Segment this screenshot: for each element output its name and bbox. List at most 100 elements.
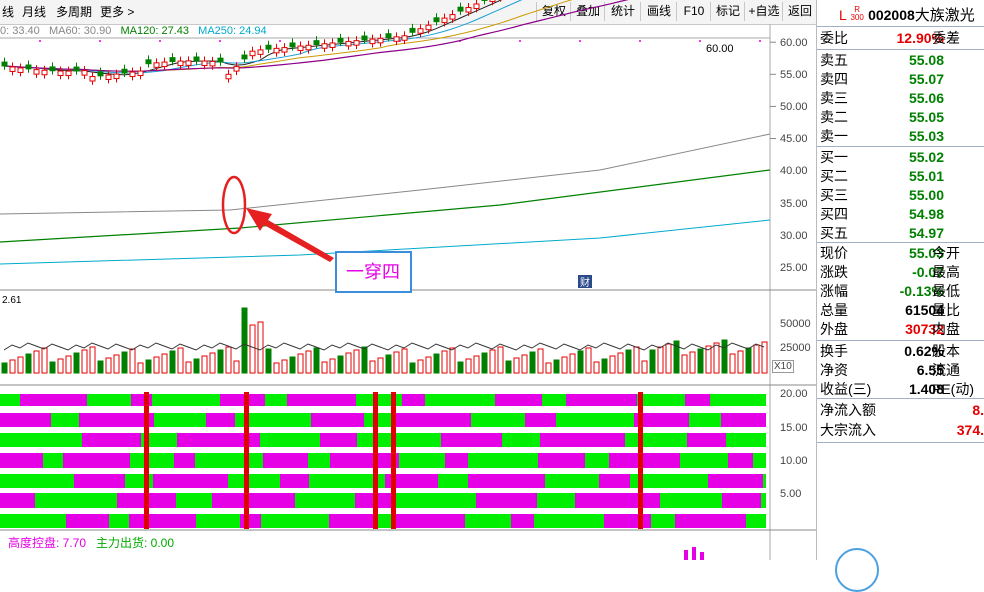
volume-bar [10,360,15,373]
indicator-segment [556,413,634,427]
indicator-segment [240,514,261,528]
indicator-segment [441,433,502,447]
bid-row[interactable]: 买二 55.01 [820,167,984,186]
quote-row-label2: 量比 [932,301,960,320]
candle [34,70,39,74]
volume-bar [58,359,63,373]
candle [442,18,447,22]
kline-chart[interactable]: 一穿四 财 60.00 2.61 [0,0,816,560]
indicator-segment [525,413,556,427]
float-ball-icon[interactable] [835,548,879,592]
stats-row-label2: 股本 [932,342,960,361]
bid-row-value: 55.00 [909,186,944,205]
candle [106,75,111,79]
candle [418,29,423,33]
stats-row-label: 收益(三) [820,380,871,399]
candle [98,72,103,76]
volume-bar [554,360,559,373]
volume-bar [354,350,359,373]
volume-bar [98,361,103,373]
bid-row-value: 54.97 [909,224,944,243]
volume-bar [586,348,591,373]
volume-axis-label: 50000 [780,318,811,330]
ask-row-label: 卖五 [820,51,848,70]
indicator-segment [260,433,320,447]
candle [210,61,215,65]
volume-bar [538,349,543,373]
flow-row-label: 净流入额 [820,401,876,420]
bid-row-value: 55.01 [909,167,944,186]
volume-unit-label: X10 [772,360,794,373]
indicator-segment [176,493,212,508]
indicator-axis-label: 5.00 [780,488,801,500]
indicator-segment [534,514,604,528]
stock-code: 002008 [868,7,915,23]
indicator-segment [311,413,364,427]
indicator-segment [585,453,609,468]
indicator-segment [308,453,330,468]
indicator-segment [0,394,20,406]
volume-bar [330,359,335,373]
indicator-segment [445,453,468,468]
candle [434,18,439,22]
stats-row-label2: PE(动) [932,380,974,399]
bid-row-label: 买五 [820,224,848,243]
indicator-segment [35,493,117,508]
candle [474,4,479,8]
indicator-segment [206,413,235,427]
order-diff-label: 委差 [932,29,960,48]
volume-bar [2,363,7,373]
candle [42,70,47,74]
candle [466,8,471,12]
quote-row[interactable]: 涨幅-0.13%最低 [820,282,984,301]
candle [18,68,23,72]
volume-bar [642,361,647,373]
price-axis-label: 25.00 [780,262,808,274]
volume-bar [746,348,751,373]
candle [194,57,199,61]
price-axis-label: 35.00 [780,198,808,210]
candle [170,58,175,62]
indicator-segment [609,453,680,468]
candle [426,25,431,29]
volume-bar [466,359,471,373]
price-axis-label: 55.00 [780,69,808,81]
volume-bar [450,348,455,373]
volume-bar [130,349,135,373]
stock-name: 大族激光 [915,7,975,24]
volume-bar [370,361,375,373]
stock-header: L R 300 002008大族激光 [839,6,975,24]
volume-bar [682,355,687,373]
indicator-segment [625,433,687,447]
signal-bar [638,392,643,529]
bid-row-label: 买四 [820,205,848,224]
volume-bar [186,362,191,373]
bid-row-label: 买二 [820,167,848,186]
bid-row[interactable]: 买五 54.97 [820,224,984,243]
volume-label: 2.61 [2,295,22,306]
indicator-segment [680,453,728,468]
indicator-segment [357,433,441,447]
volume-bar [250,325,255,373]
volume-bar [218,350,223,373]
bid-row-value: 55.02 [909,148,944,167]
volume-bar [498,347,503,373]
ask-row-value: 55.03 [909,127,944,146]
